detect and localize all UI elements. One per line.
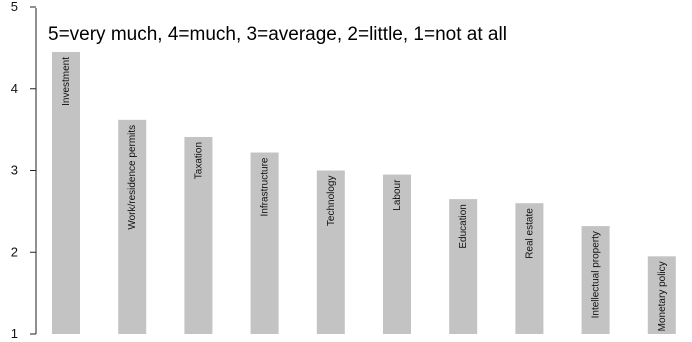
- bar: [250, 152, 279, 334]
- bar: [316, 170, 345, 334]
- bar-category-label: Work/residence permits: [127, 125, 138, 230]
- y-tick-label: 1: [11, 326, 18, 341]
- bar: [118, 119, 147, 334]
- bar-category-label: Real estate: [524, 208, 535, 259]
- bar: [449, 199, 478, 334]
- bar: [647, 256, 676, 334]
- bar-category-label: Education: [458, 204, 469, 248]
- bar: [515, 203, 544, 334]
- bar-category-label: Labour: [392, 179, 403, 211]
- bar: [383, 174, 411, 334]
- y-tick-label: 3: [11, 163, 18, 178]
- y-tick-label: 5: [11, 0, 18, 14]
- bar-category-label: Monetary policy: [657, 261, 668, 331]
- bars: Investment Work/residence permits Taxation…: [52, 51, 676, 335]
- bar-category-label: Technology: [326, 176, 337, 227]
- scale-note: 5=very much, 4=much, 3=average, 2=little…: [48, 24, 507, 45]
- bar: [52, 51, 80, 335]
- y-tick-label: 4: [11, 81, 18, 96]
- bar-category-label: Investment: [61, 57, 72, 106]
- y-tick-label: 2: [11, 244, 18, 259]
- bar: [581, 226, 610, 334]
- y-axis-ticks: 1 2 3 4 5: [11, 0, 36, 341]
- bar-category-label: Intellectual property: [591, 231, 602, 318]
- bar: [184, 136, 213, 334]
- bar-category-label: Infrastructure: [260, 157, 271, 216]
- bar-category-label: Taxation: [193, 142, 204, 179]
